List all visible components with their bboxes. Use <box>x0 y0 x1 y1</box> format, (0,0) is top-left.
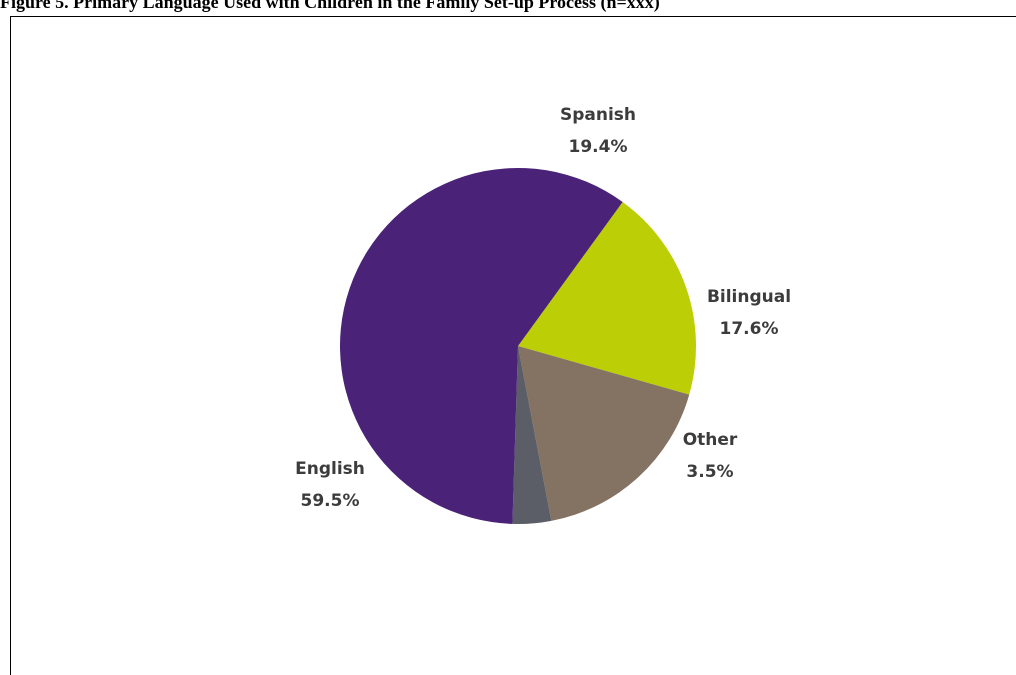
slice-value-other: 3.5% <box>686 462 733 482</box>
chart-frame <box>10 16 1016 675</box>
chart-title: Figure 5. Primary Language Used with Chi… <box>0 0 660 12</box>
slice-value-english: 59.5% <box>301 491 360 511</box>
slice-value-bilingual: 17.6% <box>720 319 779 339</box>
pie-slice-spanish <box>518 201 696 395</box>
pie-slice-bilingual <box>518 346 690 521</box>
slice-label-bilingual: Bilingual <box>707 287 791 307</box>
slice-value-spanish: 19.4% <box>569 137 628 157</box>
slice-label-english: English <box>295 459 365 479</box>
pie-slice-other <box>512 346 552 524</box>
pie-slice-english <box>340 167 623 524</box>
slice-label-other: Other <box>683 430 738 450</box>
slice-label-spanish: Spanish <box>560 105 636 125</box>
